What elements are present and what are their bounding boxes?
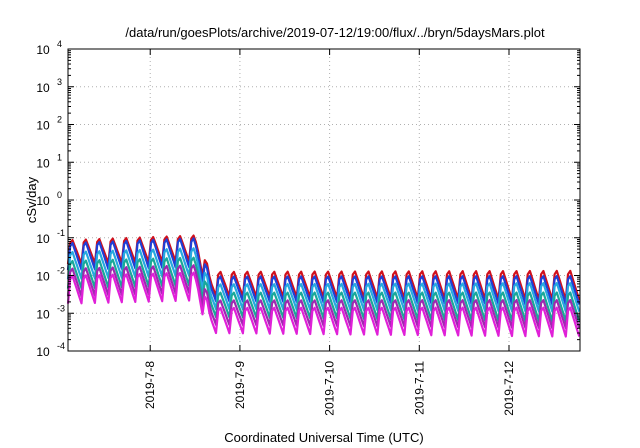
y-tick-exponent: -1 — [57, 228, 65, 238]
y-tick-exponent: 4 — [57, 39, 62, 49]
y-axis-label: cSv/day — [24, 176, 39, 223]
y-tick-exponent: 1 — [57, 152, 62, 162]
x-axis-label: Coordinated Universal Time (UTC) — [224, 430, 423, 445]
x-tick-label: 2019-7-8 — [143, 361, 157, 409]
y-tick-label: 10 0 — [36, 190, 62, 208]
x-tick-label: 2019-7-11 — [412, 361, 426, 415]
series-line — [66, 271, 581, 338]
y-tick-label: 10 -1 — [36, 228, 65, 246]
y-tick-exponent: 0 — [57, 190, 62, 200]
y-tick-base: 10 — [36, 270, 50, 284]
x-tick-label: 2019-7-10 — [323, 361, 337, 416]
y-axis: 10 -4 10 -3 10 -2 10 -1 10 0 10 1 10 2 10 3 10 4 — [36, 39, 580, 359]
chart-title: /data/run/goesPlots/archive/2019-07-12/1… — [125, 25, 545, 40]
y-tick-label: 10 -3 — [36, 303, 65, 321]
y-tick-exponent: 3 — [57, 77, 62, 87]
y-tick-base: 10 — [36, 81, 50, 95]
y-tick-exponent: 2 — [57, 115, 62, 125]
y-tick-base: 10 — [36, 345, 50, 359]
x-tick-label: 2019-7-12 — [502, 361, 516, 416]
y-tick-exponent: -2 — [57, 266, 65, 276]
y-tick-base: 10 — [36, 156, 50, 170]
y-tick-base: 10 — [36, 232, 50, 246]
series-layer — [66, 234, 581, 338]
y-tick-label: 10 4 — [36, 39, 62, 57]
y-tick-exponent: -3 — [57, 303, 65, 313]
x-tick-label: 2019-7-9 — [233, 361, 247, 409]
y-tick-exponent: -4 — [57, 341, 65, 351]
y-tick-base: 10 — [36, 119, 50, 133]
y-tick-base: 10 — [36, 307, 50, 321]
y-tick-label: 10 3 — [36, 77, 62, 95]
y-tick-label: 10 2 — [36, 115, 62, 133]
y-tick-label: 10 -2 — [36, 266, 65, 284]
y-tick-label: 10 -4 — [36, 341, 65, 359]
y-tick-base: 10 — [36, 194, 50, 208]
y-tick-base: 10 — [36, 43, 50, 57]
x-axis: 2019-7-8 2019-7-9 2019-7-10 2019-7-11 2019-7… — [143, 49, 516, 416]
y-tick-label: 10 1 — [36, 152, 62, 170]
